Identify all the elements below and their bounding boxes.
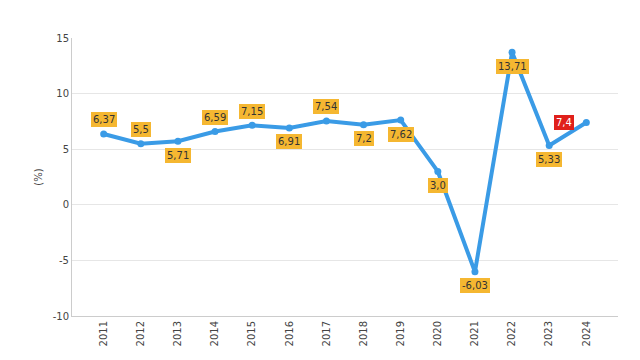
svg-text:2013: 2013 (172, 321, 183, 346)
svg-text:6,37: 6,37 (93, 114, 115, 125)
svg-text:2014: 2014 (209, 321, 220, 346)
svg-text:2024: 2024 (581, 321, 592, 346)
svg-text:2020: 2020 (432, 321, 443, 346)
svg-text:2018: 2018 (358, 321, 369, 346)
svg-text:(%): (%) (33, 168, 44, 185)
svg-text:7,4: 7,4 (556, 117, 572, 128)
svg-text:6,91: 6,91 (278, 136, 300, 147)
svg-text:6,59: 6,59 (204, 112, 226, 123)
svg-text:2016: 2016 (284, 321, 295, 346)
svg-text:2011: 2011 (98, 321, 109, 346)
svg-text:0: 0 (63, 199, 69, 210)
svg-text:7,2: 7,2 (356, 133, 372, 144)
svg-text:5,71: 5,71 (167, 150, 189, 161)
svg-text:-10: -10 (53, 311, 69, 322)
svg-text:2021: 2021 (469, 321, 480, 346)
svg-text:2022: 2022 (506, 321, 517, 346)
svg-text:5: 5 (63, 144, 69, 155)
svg-text:2015: 2015 (246, 321, 257, 346)
svg-text:2023: 2023 (543, 321, 554, 346)
svg-text:-5: -5 (59, 255, 69, 266)
svg-text:5,5: 5,5 (133, 124, 149, 135)
svg-text:2017: 2017 (321, 321, 332, 346)
svg-text:5,33: 5,33 (538, 154, 560, 165)
svg-text:7,62: 7,62 (390, 129, 412, 140)
svg-text:2012: 2012 (135, 321, 146, 346)
svg-text:13,71: 13,71 (498, 61, 527, 72)
svg-text:3,0: 3,0 (430, 180, 446, 191)
svg-text:15: 15 (56, 33, 69, 44)
svg-text:10: 10 (56, 88, 69, 99)
svg-text:7,15: 7,15 (241, 106, 263, 117)
svg-text:2019: 2019 (395, 321, 406, 346)
svg-text:-6,03: -6,03 (462, 280, 488, 291)
svg-text:7,54: 7,54 (315, 101, 337, 112)
